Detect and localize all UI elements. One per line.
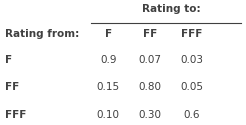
Text: 0.9: 0.9 — [100, 55, 117, 65]
Text: 0.80: 0.80 — [138, 82, 162, 92]
Text: 0.03: 0.03 — [180, 55, 203, 65]
Text: 0.10: 0.10 — [97, 110, 120, 120]
Text: F: F — [105, 29, 112, 39]
Text: 0.6: 0.6 — [184, 110, 200, 120]
Text: 0.15: 0.15 — [97, 82, 120, 92]
Text: 0.07: 0.07 — [138, 55, 162, 65]
Text: Rating to:: Rating to: — [142, 4, 200, 14]
Text: FFF: FFF — [181, 29, 202, 39]
Text: FFF: FFF — [5, 110, 26, 120]
Text: 0.30: 0.30 — [138, 110, 162, 120]
Text: FF: FF — [5, 82, 19, 92]
Text: F: F — [5, 55, 12, 65]
Text: 0.05: 0.05 — [180, 82, 203, 92]
Text: Rating from:: Rating from: — [5, 29, 79, 39]
Text: FF: FF — [143, 29, 157, 39]
